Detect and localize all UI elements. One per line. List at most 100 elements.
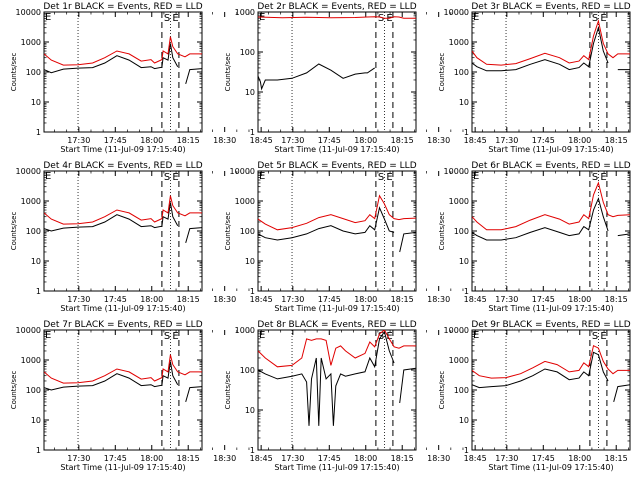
y-tick-label: 10000 bbox=[16, 326, 41, 335]
x-tick-label: 18:00 bbox=[354, 454, 377, 463]
corner-e-label: E bbox=[473, 12, 479, 23]
y-tick-label: 100 bbox=[240, 48, 255, 57]
y-tick-label: 100 bbox=[26, 227, 41, 236]
x-tick-label: 17:30 bbox=[495, 136, 518, 145]
y-tick-label: 100 bbox=[26, 68, 41, 77]
x-tick-label: 17:30 bbox=[281, 295, 304, 304]
chart-panel-9: Det 9r BLACK = Events, RED = LLD 1 10 100 10… bbox=[438, 320, 631, 472]
x-axis-label: Start Time (11-Jul-09 17:15:40) bbox=[274, 463, 399, 472]
x-tick-label: 17:30 bbox=[495, 454, 518, 463]
x-tick-label: 17:45 bbox=[318, 136, 341, 145]
x-tick-label: 18:15 bbox=[605, 136, 628, 145]
x-tick-label: 18:15 bbox=[605, 454, 628, 463]
x-tick-label: 18:15 bbox=[391, 454, 414, 463]
corner-e-label: E bbox=[259, 171, 265, 182]
y-tick-label: 10 bbox=[459, 257, 469, 266]
x-tick-label: 17:30 bbox=[281, 454, 304, 463]
x-tick-label: 17:45 bbox=[104, 454, 127, 463]
y-tick-label: 1 bbox=[36, 128, 41, 137]
lld-series-line bbox=[472, 19, 630, 66]
chart-panel-6: Det 6r BLACK = Events, RED = LLD 1 10 100 10… bbox=[438, 161, 631, 313]
x-tick-label: 17:30 bbox=[67, 295, 90, 304]
y-tick-label: 100 bbox=[240, 366, 255, 375]
y-tick-label: 10 bbox=[459, 98, 469, 107]
chart-title: Det 5r BLACK = Events, RED = LLD bbox=[257, 161, 416, 171]
y-tick-label: 1000 bbox=[21, 38, 41, 47]
x-tick-label: 18:45 bbox=[464, 136, 487, 145]
y-tick-label: 100 bbox=[240, 227, 255, 236]
x-tick-label: 18:00 bbox=[354, 295, 377, 304]
chart-panel-8: Det 8r BLACK = Events, RED = LLD 1 10 100 10… bbox=[224, 320, 487, 472]
x-tick-label: 18:00 bbox=[568, 295, 591, 304]
events-series-line bbox=[258, 63, 375, 91]
y-tick-label: 1 bbox=[250, 128, 255, 137]
events-series-line bbox=[258, 206, 416, 253]
x-tick-label: 18:45 bbox=[250, 454, 273, 463]
start-marker-label: S bbox=[378, 172, 384, 183]
x-tick-label: 18:00 bbox=[140, 295, 163, 304]
y-tick-label: 1 bbox=[464, 446, 469, 455]
events-series-line bbox=[44, 361, 202, 403]
y-tick-label: 1000 bbox=[235, 197, 255, 206]
events-series-line bbox=[472, 351, 630, 403]
start-marker-label: S bbox=[164, 331, 170, 342]
y-tick-label: 100 bbox=[26, 386, 41, 395]
events-series-line bbox=[258, 330, 416, 426]
y-tick-label: 1 bbox=[250, 287, 255, 296]
corner-e-label: E bbox=[473, 330, 479, 341]
y-tick-label: 10 bbox=[245, 257, 255, 266]
plot-frame bbox=[43, 329, 203, 451]
y-tick-label: 10 bbox=[245, 406, 255, 415]
x-axis-label: Start Time (11-Jul-09 17:15:40) bbox=[274, 145, 399, 154]
x-tick-label: 17:30 bbox=[67, 136, 90, 145]
chart-title: Det 6r BLACK = Events, RED = LLD bbox=[471, 161, 630, 171]
start-marker-label: S bbox=[592, 172, 598, 183]
chart-title: Det 3r BLACK = Events, RED = LLD bbox=[471, 2, 630, 12]
events-series-line bbox=[472, 25, 630, 72]
y-axis-label: Counts/sec bbox=[438, 371, 446, 410]
end-marker-label: E bbox=[600, 172, 606, 183]
y-tick-label: 1000 bbox=[21, 197, 41, 206]
plot-frame bbox=[471, 11, 631, 133]
y-tick-label: 10000 bbox=[230, 167, 255, 176]
chart-panel-3: Det 3r BLACK = Events, RED = LLD 1 10 100 10… bbox=[438, 2, 631, 154]
x-axis-label: Start Time (11-Jul-09 17:15:40) bbox=[488, 304, 613, 313]
lld-series-line bbox=[258, 194, 416, 231]
end-marker-label: E bbox=[386, 172, 392, 183]
y-tick-label: 10000 bbox=[444, 8, 469, 17]
chart-title: Det 7r BLACK = Events, RED = LLD bbox=[43, 320, 202, 330]
corner-e-label: E bbox=[259, 330, 265, 341]
x-tick-label: 17:45 bbox=[532, 454, 555, 463]
y-axis-label: Counts/sec bbox=[224, 53, 232, 92]
x-axis-label: Start Time (11-Jul-09 17:15:40) bbox=[60, 463, 185, 472]
end-marker-label: E bbox=[172, 13, 178, 24]
start-marker-label: S bbox=[378, 13, 384, 24]
x-tick-label: 18:00 bbox=[140, 136, 163, 145]
x-tick-label: 18:30 bbox=[213, 136, 236, 145]
events-series-line bbox=[472, 197, 630, 241]
y-tick-label: 10 bbox=[31, 257, 41, 266]
corner-e-label: E bbox=[45, 171, 51, 182]
plot-frame bbox=[471, 329, 631, 451]
y-axis-label: Counts/sec bbox=[438, 53, 446, 92]
x-axis-label: Start Time (11-Jul-09 17:15:40) bbox=[488, 145, 613, 154]
x-tick-label: 18:00 bbox=[568, 136, 591, 145]
chart-title: Det 1r BLACK = Events, RED = LLD bbox=[43, 2, 202, 12]
plot-frame bbox=[471, 170, 631, 292]
plot-frame bbox=[43, 11, 203, 133]
y-tick-label: 1000 bbox=[449, 356, 469, 365]
corner-e-label: E bbox=[45, 12, 51, 23]
y-tick-label: 1 bbox=[464, 287, 469, 296]
chart-title: Det 8r BLACK = Events, RED = LLD bbox=[257, 320, 416, 330]
x-tick-label: 17:30 bbox=[495, 295, 518, 304]
x-tick-label: 18:15 bbox=[391, 136, 414, 145]
lld-series-line bbox=[44, 195, 202, 225]
x-tick-label: 18:30 bbox=[213, 295, 236, 304]
end-marker-label: E bbox=[600, 331, 606, 342]
end-marker-label: E bbox=[172, 331, 178, 342]
lld-series-line bbox=[258, 330, 416, 368]
y-tick-label: 1 bbox=[464, 128, 469, 137]
y-axis-label: Counts/sec bbox=[224, 371, 232, 410]
y-tick-label: 100 bbox=[454, 386, 469, 395]
end-marker-label: E bbox=[386, 331, 392, 342]
